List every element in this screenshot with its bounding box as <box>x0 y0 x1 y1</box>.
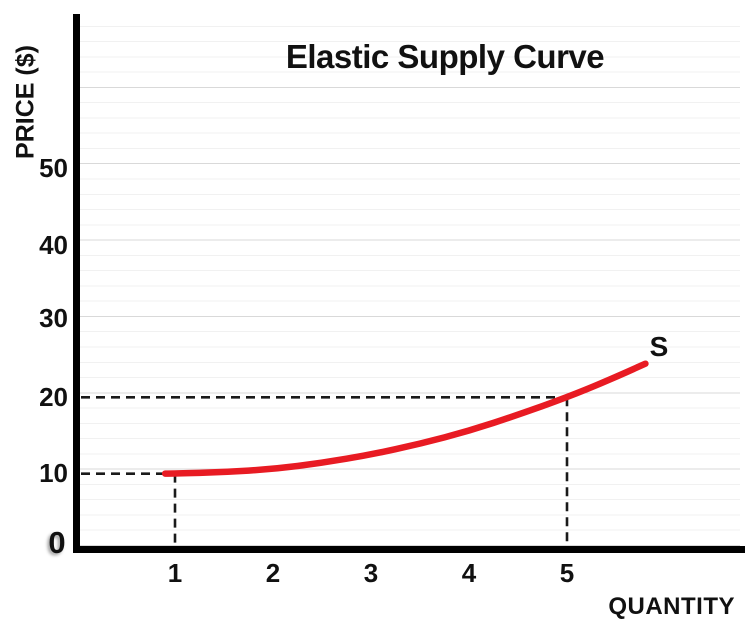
y-tick-label-20: 20 <box>39 382 68 412</box>
series-label-s: S <box>649 331 669 362</box>
y-tick-label-10: 10 <box>39 458 68 488</box>
x-tick-label-4: 4 <box>461 558 477 588</box>
x-tick-label-5: 5 <box>559 558 575 588</box>
y-tick-label-40: 40 <box>39 230 68 260</box>
y-axis-line <box>73 14 80 553</box>
origin-label: 0 <box>48 525 66 560</box>
x-tick-label-1: 1 <box>167 558 183 588</box>
x-axis-line <box>73 546 745 553</box>
y-tick-label-50: 50 <box>39 153 68 183</box>
chart-title: Elastic Supply Curve <box>285 38 605 75</box>
y-tick-label-30: 30 <box>39 303 68 333</box>
x-tick-label-2: 2 <box>265 558 281 588</box>
plot-area-gridlines <box>80 15 740 546</box>
x-axis-title: QUANTITY <box>608 593 735 620</box>
y-axis-title: PRICE ($) <box>11 45 40 159</box>
x-tick-label-3: 3 <box>363 558 379 588</box>
